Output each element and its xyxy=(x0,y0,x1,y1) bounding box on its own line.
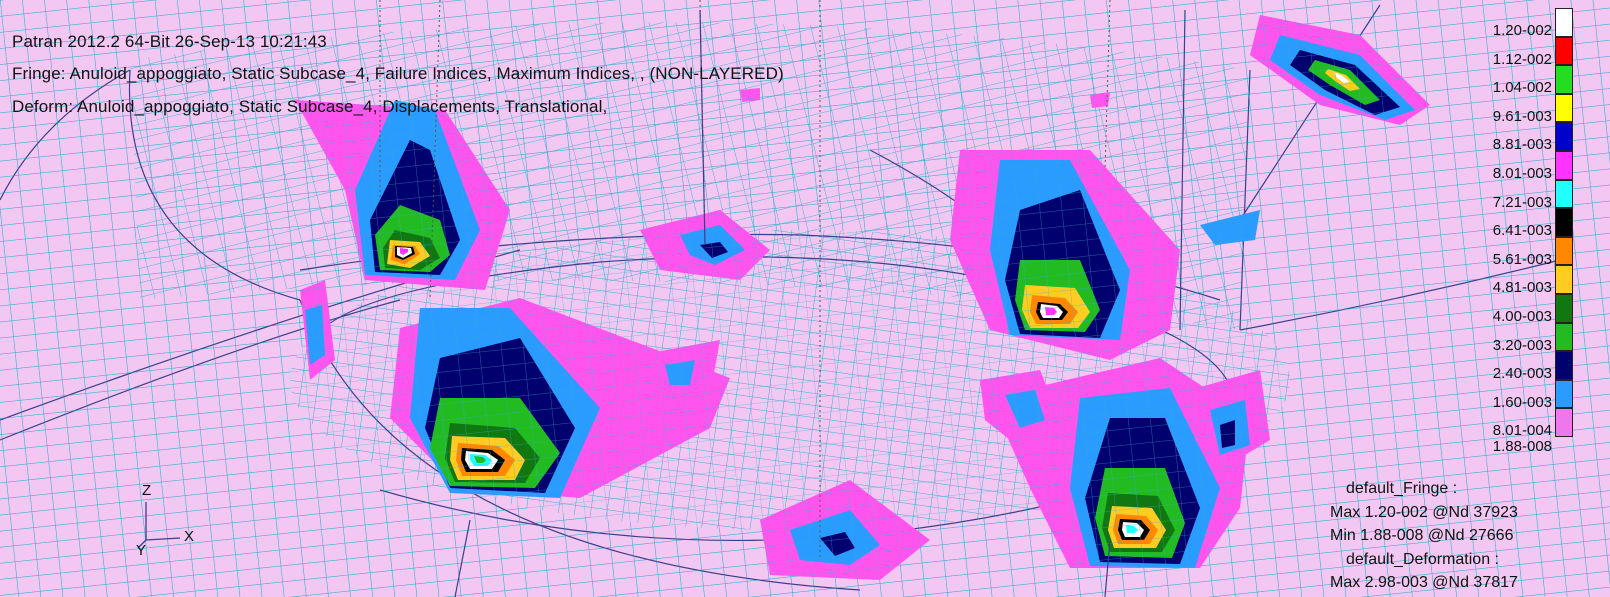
legend-tick-label: 8.81-003 xyxy=(1492,136,1552,154)
legend-swatch xyxy=(1555,322,1573,352)
legend-tick-label: 4.00-003 xyxy=(1492,308,1552,325)
legend-swatch xyxy=(1555,65,1573,94)
legend-swatch xyxy=(1555,265,1573,294)
legend-tick-label: 1.04-002 xyxy=(1492,79,1552,97)
legend-swatch xyxy=(1555,294,1573,323)
legend-swatch xyxy=(1555,151,1573,180)
legend-swatch xyxy=(1555,8,1573,37)
legend-tick-label: 3.20-003 xyxy=(1492,336,1552,354)
fringe-summary-title: default_Fringe : xyxy=(1346,480,1458,497)
legend-tick-label: 4.81-003 xyxy=(1492,279,1552,297)
deformation-summary-title: default_Deformation : xyxy=(1346,550,1499,568)
legend-swatch xyxy=(1555,179,1573,209)
legend-swatch xyxy=(1555,208,1573,237)
fringe-max-value: Max 1.20-002 @Nd 37923 xyxy=(1330,503,1518,521)
legend-tick-label: 8.01-003 xyxy=(1492,165,1552,182)
header-deform-line: Deform: Anuloid_appoggiato, Static Subca… xyxy=(12,97,608,116)
coordinate-triad: Z X Y xyxy=(122,482,222,562)
legend-swatch xyxy=(1555,351,1573,380)
legend-tick-label: 7.21-003 xyxy=(1492,193,1552,211)
legend-swatch xyxy=(1555,379,1573,409)
legend-tick-label: 1.12-002 xyxy=(1492,50,1552,68)
triad-z-label: Z xyxy=(142,482,152,499)
legend-tick-label: 9.61-003 xyxy=(1492,107,1552,125)
legend-tick-label: 1.88-008 xyxy=(1492,438,1552,456)
legend-tick-label: 1.20-002 xyxy=(1492,22,1552,39)
triad-axes-icon xyxy=(137,502,181,549)
fringe-min-value: Min 1.88-008 @Nd 27666 xyxy=(1330,527,1514,544)
header-fringe-line: Fringe: Anuloid_appoggiato, Static Subca… xyxy=(12,64,784,83)
legend-tick-label: 1.60-003 xyxy=(1492,393,1552,411)
legend-swatch xyxy=(1555,122,1573,151)
legend-tick-label: 5.61-003 xyxy=(1492,250,1552,268)
legend-swatch xyxy=(1555,36,1573,66)
triad-y-label: Y xyxy=(136,542,147,559)
result-summary: default_Fringe : Max 1.20-002 @Nd 37923 … xyxy=(1330,477,1610,595)
legend-tick-label: 8.01-004 xyxy=(1492,422,1552,440)
legend-tick-label: 6.41-003 xyxy=(1492,222,1552,240)
deformation-max-value: Max 2.98-003 @Nd 37817 xyxy=(1330,574,1518,591)
legend-swatch xyxy=(1555,236,1573,266)
triad-x-label: X xyxy=(184,528,195,545)
legend-swatch xyxy=(1555,408,1573,437)
legend-tick-label: 2.40-003 xyxy=(1492,365,1552,383)
header-title-line: Patran 2012.2 64-Bit 26-Sep-13 10:21:43 xyxy=(12,32,327,51)
legend-swatch xyxy=(1555,93,1573,123)
